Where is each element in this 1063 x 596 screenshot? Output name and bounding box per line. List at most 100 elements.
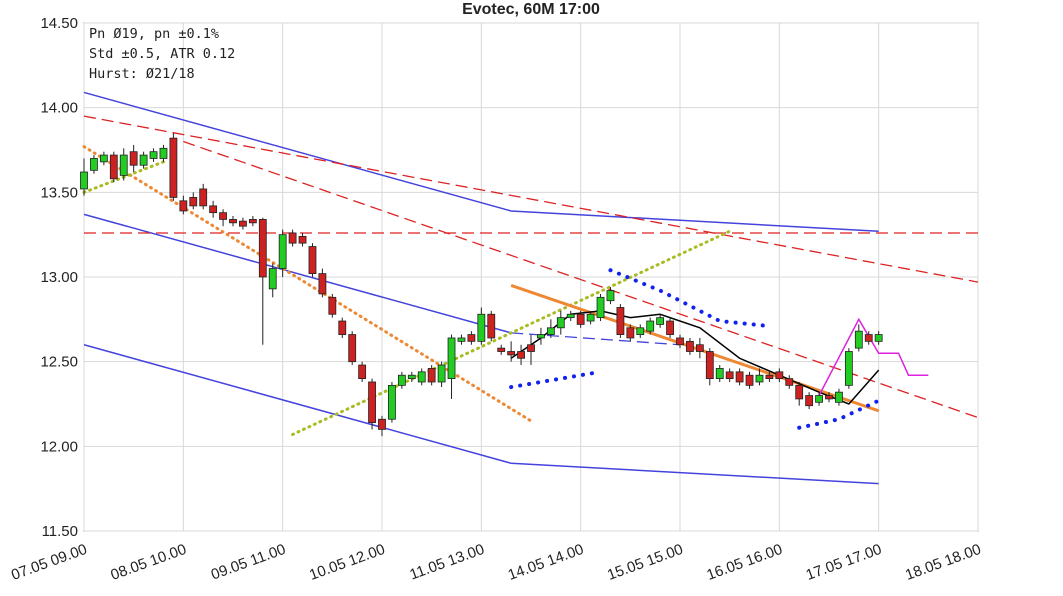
candle-body: [546, 327, 555, 335]
candle-body: [139, 154, 148, 166]
candle-body: [636, 327, 645, 335]
candle-body: [109, 154, 118, 180]
candle-body: [189, 197, 198, 207]
candle-body: [268, 268, 277, 290]
candle-body: [854, 330, 863, 349]
candle-body: [149, 151, 158, 159]
overlay-line: [510, 310, 880, 405]
candle-body: [705, 351, 714, 379]
overlay-line: [183, 140, 979, 419]
candle-body: [348, 334, 357, 363]
y-tick-label: 11.50: [42, 523, 78, 540]
candle-body: [566, 313, 575, 319]
candle-body: [527, 344, 535, 352]
y-tick-label: 14.00: [40, 100, 78, 117]
candle-body: [666, 320, 674, 335]
candle-body: [676, 337, 684, 346]
x-tick-label: 15.05 15.00: [605, 541, 685, 584]
candle-body: [765, 374, 774, 380]
overlay-line: [818, 317, 929, 396]
candle-body: [596, 296, 605, 319]
candle-body: [427, 368, 436, 383]
candle-body: [119, 154, 128, 176]
candle-body: [844, 351, 853, 386]
candle-body: [775, 371, 784, 379]
y-tick-label: 13.00: [40, 269, 78, 286]
candle-body: [606, 290, 615, 302]
candle-body: [378, 418, 386, 430]
overlay-line: [83, 213, 512, 334]
candle-body: [517, 351, 525, 359]
x-tick-label: 08.05 10.00: [108, 541, 188, 584]
candle-body: [298, 235, 307, 244]
x-tick-label: 17.05 17.00: [804, 541, 884, 584]
info-text: Hurst: Ø21/18: [89, 66, 195, 82]
candle-body: [695, 344, 704, 352]
y-tick-label: 12.00: [40, 438, 78, 455]
candle-body: [467, 334, 476, 342]
chart-title: Evotec, 60M 17:00: [462, 1, 600, 18]
candle-body: [626, 327, 635, 339]
candle-body: [169, 137, 178, 198]
candle-body: [407, 374, 416, 380]
x-tick-label: 10.05 12.00: [307, 541, 387, 584]
candle-body: [457, 337, 466, 342]
candle-body: [735, 371, 744, 383]
candle-body: [815, 395, 823, 403]
candle-body: [308, 246, 317, 275]
candle-body: [874, 334, 883, 342]
overlay-line: [509, 369, 603, 390]
x-tick-label: 14.05 14.00: [506, 541, 586, 584]
candle-body: [417, 371, 426, 383]
candle-body: [586, 313, 595, 322]
candle-body: [328, 296, 337, 315]
y-tick-label: 12.50: [40, 354, 78, 371]
overlay-line: [83, 115, 979, 283]
candle-body: [715, 368, 724, 380]
candle-body: [99, 154, 108, 163]
candle-body: [616, 307, 625, 335]
overlay-line: [82, 145, 533, 423]
overlay-line: [83, 344, 879, 485]
candle-body: [179, 200, 188, 212]
candle-body: [397, 374, 406, 386]
y-tick-label: 13.50: [40, 184, 78, 201]
candle-body: [278, 234, 287, 269]
candle-body: [507, 351, 516, 356]
overlay-line: [83, 91, 879, 233]
candle-body: [258, 219, 267, 278]
overlay-line: [291, 229, 732, 436]
candle-body: [785, 378, 794, 386]
info-text: Std ±0.5, ATR 0.12: [89, 46, 235, 62]
candle-body: [368, 381, 376, 424]
candle-body: [646, 320, 655, 332]
candle-body: [864, 334, 873, 342]
candle-body: [755, 374, 764, 383]
candle-body: [537, 334, 545, 339]
overlay-line: [510, 284, 880, 413]
x-tick-label: 11.05 13.00: [407, 541, 486, 584]
candle-body: [477, 313, 486, 342]
candle-body: [318, 273, 327, 295]
candle-body: [437, 364, 446, 383]
candle-body: [90, 158, 98, 171]
candle-body: [447, 337, 456, 379]
candle-body: [338, 320, 347, 335]
x-tick-label: 09.05 11.00: [209, 541, 288, 584]
candle-body: [288, 232, 297, 244]
candle-body: [199, 188, 208, 207]
candle-body: [725, 371, 734, 379]
overlay-line: [608, 268, 772, 329]
candle-body: [358, 364, 367, 380]
y-tick-label: 14.50: [40, 15, 78, 32]
candle-body: [825, 395, 833, 400]
candle-body: [745, 374, 754, 386]
candle-body: [487, 313, 496, 339]
candle-body: [656, 317, 665, 325]
candle-body: [805, 395, 814, 407]
candle-body: [229, 219, 237, 224]
candle-body: [248, 219, 257, 224]
x-tick-label: 18.05 18.00: [903, 541, 983, 584]
candle-body: [159, 147, 168, 159]
